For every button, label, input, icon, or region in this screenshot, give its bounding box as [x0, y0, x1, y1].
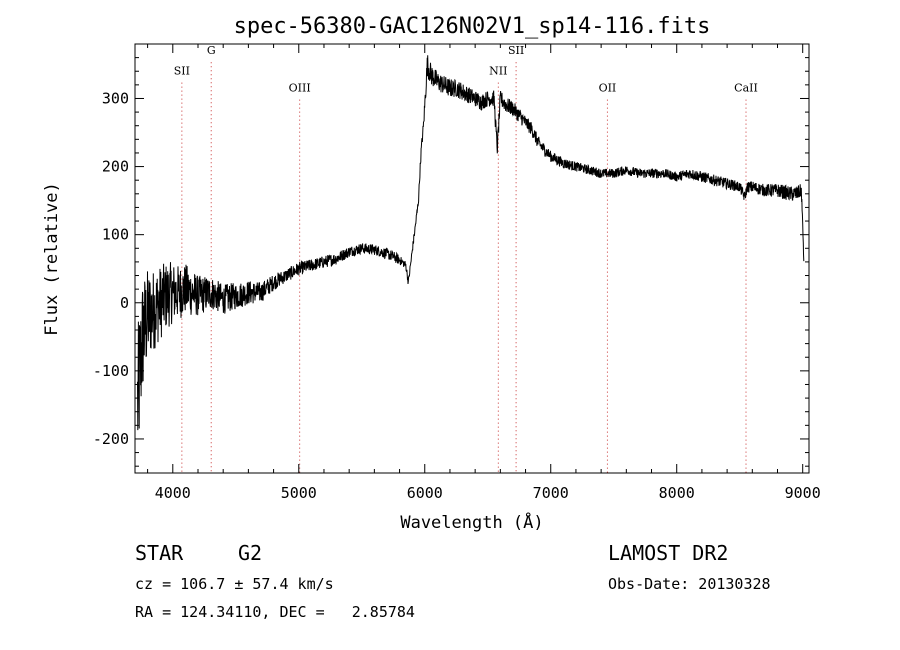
x-tick-label: 4000: [155, 484, 191, 502]
survey-name: LAMOST DR2: [608, 541, 729, 565]
chart-title: spec-56380-GAC126N02V1_sp14-116.fits: [234, 14, 711, 39]
spectral-line-label: SII: [508, 44, 524, 57]
y-tick-label: -200: [93, 430, 129, 448]
y-tick-label: -100: [93, 362, 129, 380]
y-tick-label: 100: [102, 226, 129, 244]
spectral-line-label: SII: [174, 65, 190, 78]
y-axis-label: Flux (relative): [42, 182, 62, 336]
observation-date: Obs-Date: 20130328: [608, 575, 771, 593]
object-subclass: G2: [238, 541, 263, 565]
spectral-line-label: G: [207, 44, 216, 57]
x-tick-label: 9000: [785, 484, 821, 502]
redshift-value: cz = 106.7 ± 57.4 km/s: [135, 575, 334, 593]
y-tick-label: 0: [120, 294, 129, 312]
x-tick-label: 5000: [281, 484, 317, 502]
x-axis-label: Wavelength (Å): [400, 511, 543, 533]
x-axis-ticks: 4000 5000 6000 7000 8000 9000: [147, 44, 821, 502]
spectral-line-label: OII: [599, 82, 617, 95]
spectral-line-label: NII: [489, 65, 507, 78]
x-tick-label: 6000: [407, 484, 443, 502]
sky-coordinates: RA = 124.34110, DEC = 2.85784: [135, 603, 415, 621]
spectrum-line: [137, 55, 805, 431]
object-class: STAR: [135, 541, 184, 565]
x-tick-label: 7000: [533, 484, 569, 502]
x-tick-label: 8000: [659, 484, 695, 502]
y-axis-ticks: -200 -100 0 100 200 300: [93, 57, 809, 467]
spectral-line-label: CaII: [734, 82, 758, 95]
y-tick-label: 200: [102, 158, 129, 176]
spectral-line-label: OIII: [289, 82, 311, 95]
y-tick-label: 300: [102, 89, 129, 107]
plot-frame: [134, 43, 810, 474]
